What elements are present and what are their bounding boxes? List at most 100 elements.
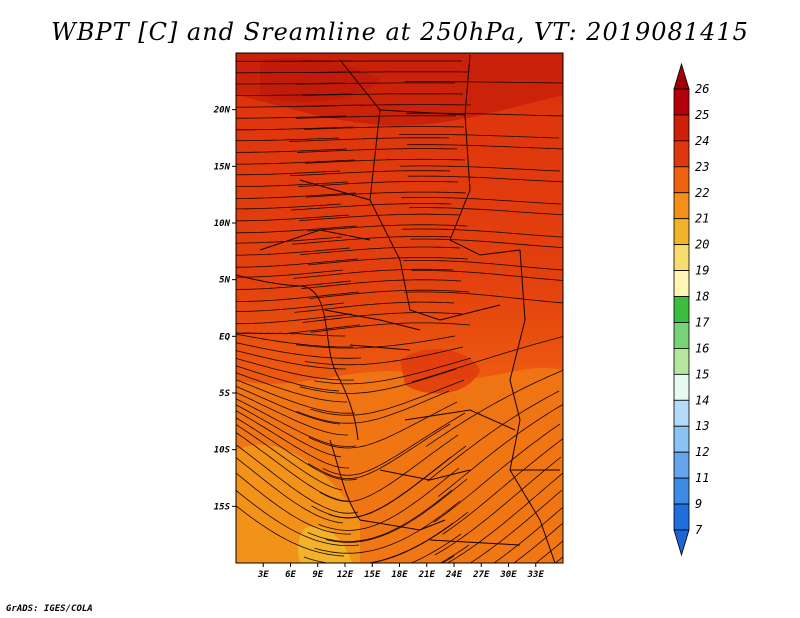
streamline bbox=[407, 144, 563, 150]
lon-tick-label: 3E bbox=[257, 570, 269, 580]
streamline bbox=[236, 404, 342, 458]
colorbar-swatch bbox=[673, 399, 690, 427]
streamline bbox=[426, 390, 560, 482]
colorbar-swatch bbox=[673, 451, 690, 479]
streamline bbox=[437, 403, 563, 497]
streamline bbox=[236, 489, 360, 546]
streamline bbox=[302, 93, 463, 96]
colorbar-label: 14 bbox=[695, 393, 709, 407]
streamline bbox=[297, 148, 458, 153]
streamline bbox=[292, 236, 453, 245]
streamline bbox=[236, 398, 357, 447]
streamline bbox=[299, 213, 460, 221]
streamline bbox=[309, 289, 470, 299]
streamline bbox=[322, 412, 466, 476]
streamline bbox=[236, 417, 358, 481]
colorbar-label: 17 bbox=[695, 315, 710, 329]
streamline bbox=[294, 301, 455, 313]
lon-tick-label: 12E bbox=[337, 570, 354, 580]
streamline bbox=[236, 115, 347, 119]
streamline bbox=[325, 478, 468, 543]
lon-tick-label: 15E bbox=[364, 570, 381, 580]
colorbar-swatch bbox=[673, 244, 690, 271]
streamline bbox=[236, 203, 342, 210]
streamline bbox=[302, 312, 463, 323]
colorbar-label: 19 bbox=[695, 264, 709, 278]
streamline bbox=[236, 126, 355, 131]
colorbar-swatch bbox=[673, 477, 690, 505]
streamline bbox=[236, 302, 345, 312]
streamline bbox=[314, 500, 461, 554]
streamline bbox=[409, 207, 563, 216]
streamlines bbox=[236, 60, 563, 563]
map-title: WBPT [C] and Sreamline at 250hPa, VT: 20… bbox=[51, 18, 749, 46]
streamline bbox=[399, 134, 560, 139]
streamline bbox=[554, 556, 563, 563]
grads-credit: GrADS: IGES/COLA bbox=[6, 604, 93, 614]
country-borders bbox=[236, 54, 560, 563]
streamline bbox=[236, 333, 353, 348]
streamline bbox=[236, 505, 345, 557]
colorbar-label: 12 bbox=[695, 445, 709, 459]
streamline bbox=[308, 257, 469, 266]
streamline bbox=[310, 322, 471, 333]
streamline bbox=[236, 192, 357, 199]
streamline bbox=[236, 391, 349, 436]
colorbar-swatch bbox=[673, 503, 690, 531]
streamline bbox=[293, 268, 454, 279]
streamline bbox=[236, 280, 352, 290]
streamline bbox=[236, 148, 348, 153]
streamline bbox=[408, 175, 563, 183]
colorbar-label: 11 bbox=[695, 471, 709, 485]
streamline bbox=[307, 224, 468, 232]
streamline bbox=[236, 385, 341, 425]
streamline bbox=[291, 203, 452, 211]
streamline bbox=[296, 390, 450, 424]
streamline bbox=[236, 93, 354, 96]
streamline bbox=[311, 456, 452, 519]
streamline bbox=[236, 181, 349, 187]
streamline bbox=[236, 71, 360, 74]
colorbar-label: 22 bbox=[695, 186, 709, 200]
streamline bbox=[404, 291, 563, 304]
streamline bbox=[405, 81, 563, 84]
streamline bbox=[236, 313, 353, 325]
streamline bbox=[308, 401, 458, 449]
streamline bbox=[400, 165, 561, 172]
lat-tick-label: 5N bbox=[219, 276, 230, 286]
colorbar-label: 7 bbox=[695, 523, 703, 537]
streamline bbox=[236, 82, 346, 85]
colorbar-swatch bbox=[673, 270, 690, 297]
lat-tick-label: EQ bbox=[219, 332, 230, 342]
streamline bbox=[307, 423, 451, 480]
streamline bbox=[306, 191, 467, 198]
streamline bbox=[236, 225, 358, 234]
streamline bbox=[295, 115, 457, 119]
streamline bbox=[290, 170, 451, 177]
lon-tick-label: 18E bbox=[391, 570, 408, 580]
longitude-axis: 3E 6E 9E 12E 15E 18E 21E 24E 27E 30E 33E bbox=[257, 563, 544, 580]
colorbar-swatch bbox=[673, 192, 690, 220]
streamline bbox=[295, 82, 455, 85]
streamline bbox=[236, 357, 355, 381]
streamline bbox=[513, 522, 563, 563]
colorbar-label: 23 bbox=[695, 160, 709, 174]
latitude-axis: 20N 15N 10N 5N EQ 5S 10S 15S bbox=[213, 106, 236, 512]
colorbar-label: 9 bbox=[695, 497, 702, 511]
streamline bbox=[236, 291, 360, 302]
streamline bbox=[298, 181, 459, 187]
lon-tick-label: 21E bbox=[418, 570, 436, 580]
streamline bbox=[236, 444, 359, 514]
colorbar-swatch bbox=[673, 322, 690, 349]
streamline bbox=[303, 126, 465, 130]
streamline bbox=[433, 423, 561, 523]
streamline bbox=[318, 467, 460, 531]
streamline bbox=[307, 489, 453, 542]
lat-tick-label: 15N bbox=[214, 162, 231, 172]
streamline bbox=[236, 410, 350, 469]
colorbar-swatch bbox=[673, 114, 690, 142]
lon-tick-label: 9E bbox=[312, 570, 323, 580]
streamline bbox=[236, 236, 343, 244]
colorbar-swatch bbox=[673, 348, 690, 375]
streamline bbox=[236, 159, 356, 165]
